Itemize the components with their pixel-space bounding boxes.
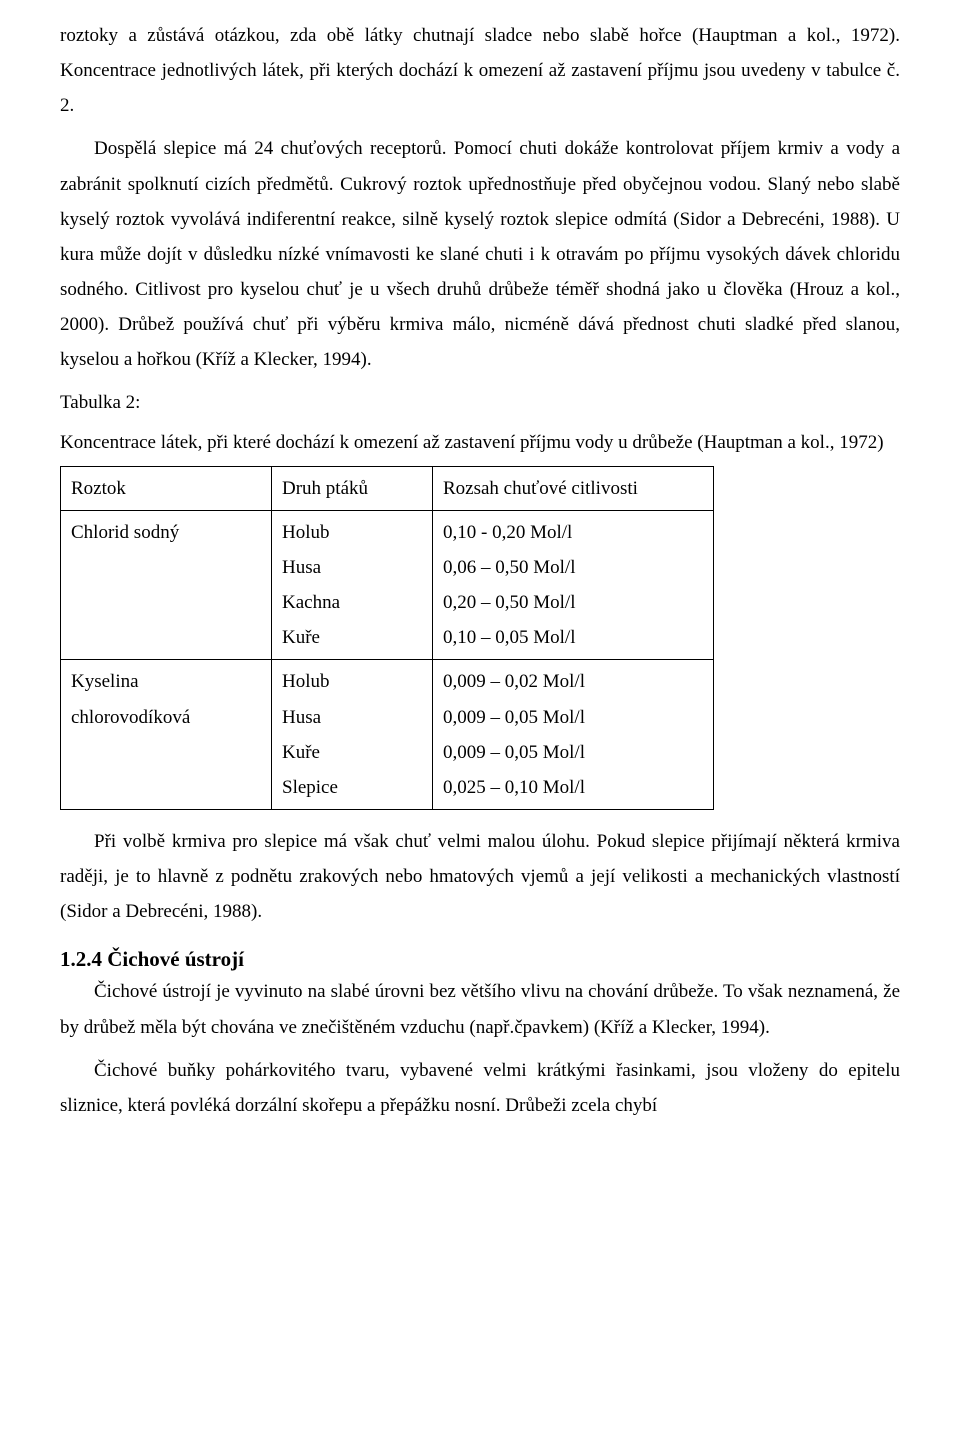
table-cell-line: 0,10 – 0,05 Mol/l bbox=[443, 620, 703, 655]
table-cell-solution: Chlorid sodný bbox=[61, 510, 272, 660]
table-cell-line: Kyselina bbox=[71, 664, 261, 699]
table-cell-line: 0,10 - 0,20 Mol/l bbox=[443, 515, 703, 550]
table-row: Chlorid sodný Holub Husa Kachna Kuře 0,1… bbox=[61, 510, 714, 660]
table-cell-line: 0,025 – 0,10 Mol/l bbox=[443, 770, 703, 805]
table-cell-line: 0,06 – 0,50 Mol/l bbox=[443, 550, 703, 585]
table-cell-line: Kachna bbox=[282, 585, 422, 620]
table-cell-ranges: 0,009 – 0,02 Mol/l 0,009 – 0,05 Mol/l 0,… bbox=[433, 660, 714, 810]
table-label: Tabulka 2: bbox=[60, 385, 900, 420]
table-cell-line: 0,009 – 0,05 Mol/l bbox=[443, 735, 703, 770]
table-cell-line: 0,009 – 0,02 Mol/l bbox=[443, 664, 703, 699]
sensitivity-table: Roztok Druh ptáků Rozsah chuťové citlivo… bbox=[60, 466, 714, 810]
table-cell-line: Holub bbox=[282, 515, 422, 550]
table-cell-line: Husa bbox=[282, 550, 422, 585]
table-row: Kyselina chlorovodíková Holub Husa Kuře … bbox=[61, 660, 714, 810]
section-heading: 1.2.4 Čichové ústrojí bbox=[60, 947, 900, 972]
table-cell-solution: Kyselina chlorovodíková bbox=[61, 660, 272, 810]
table-cell-ranges: 0,10 - 0,20 Mol/l 0,06 – 0,50 Mol/l 0,20… bbox=[433, 510, 714, 660]
table-header-cell: Roztok bbox=[61, 466, 272, 510]
table-cell-line: Holub bbox=[282, 664, 422, 699]
table-cell-line: 0,20 – 0,50 Mol/l bbox=[443, 585, 703, 620]
paragraph-4: Čichové ústrojí je vyvinuto na slabé úro… bbox=[60, 974, 900, 1044]
table-cell-birds: Holub Husa Kachna Kuře bbox=[272, 510, 433, 660]
table-cell-line: Kuře bbox=[282, 620, 422, 655]
table-header-cell: Druh ptáků bbox=[272, 466, 433, 510]
table-header-row: Roztok Druh ptáků Rozsah chuťové citlivo… bbox=[61, 466, 714, 510]
paragraph-5: Čichové buňky pohárkovitého tvaru, vybav… bbox=[60, 1053, 900, 1123]
table-cell-birds: Holub Husa Kuře Slepice bbox=[272, 660, 433, 810]
table-header-cell: Rozsah chuťové citlivosti bbox=[433, 466, 714, 510]
document-page: { "paragraphs": { "p1": "roztoky a zůstá… bbox=[0, 0, 960, 1440]
table-cell-line: Kuře bbox=[282, 735, 422, 770]
table-cell-line: Husa bbox=[282, 700, 422, 735]
table-cell-line: chlorovodíková bbox=[71, 700, 261, 735]
table-caption: Koncentrace látek, při které dochází k o… bbox=[60, 425, 900, 460]
paragraph-3: Při volbě krmiva pro slepice má však chu… bbox=[60, 824, 900, 929]
table-cell-line: Slepice bbox=[282, 770, 422, 805]
paragraph-2: Dospělá slepice má 24 chuťových receptor… bbox=[60, 131, 900, 377]
table-cell-line: 0,009 – 0,05 Mol/l bbox=[443, 700, 703, 735]
paragraph-1: roztoky a zůstává otázkou, zda obě látky… bbox=[60, 18, 900, 123]
